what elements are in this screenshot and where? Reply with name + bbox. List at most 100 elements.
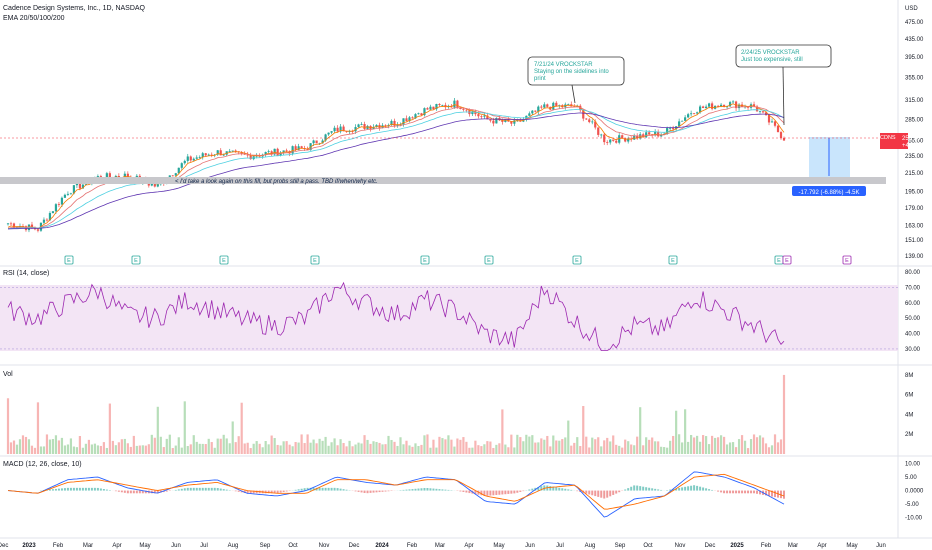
candle-body [594,121,597,128]
volume-bar [30,445,34,454]
macd-histogram-bar [129,490,132,494]
macd-histogram-bar [294,489,297,491]
volume-bar [474,440,477,454]
macd-histogram-bar [384,490,387,492]
candle-body [54,204,58,212]
candle-body [477,114,480,117]
macd-histogram-bar [594,490,597,497]
volume-bar [291,446,294,454]
candle-body [201,153,204,158]
volume-bar [761,437,765,454]
volume-bar [456,438,459,454]
macd-histogram-bar [441,489,444,491]
time-tick-label: Oct [288,543,298,549]
volume-bar [600,446,603,454]
macd-histogram-bar [690,485,693,491]
candle-body [108,173,111,178]
macd-histogram-bar [132,490,135,494]
volume-bar [72,446,76,454]
macd-histogram-bar [660,489,663,491]
price-tick-label: 163.00 [905,224,924,230]
annotation-2[interactable]: 2/24/25 VROCKSTAR Just too expensive, st… [735,44,832,126]
volume-bar [612,435,615,454]
candle-body [150,183,153,186]
volume-bar [710,435,714,454]
time-tick-label: Jul [556,543,564,549]
volume-bar [570,445,573,454]
volume-bar [297,442,300,454]
volume-bar [120,439,123,454]
annotation-2-line-1: Just too expensive, still [741,57,803,63]
earnings-marker-label: E [487,258,491,264]
volume-bar [24,436,28,454]
macd-histogram-bar [612,490,615,495]
macd-title: MACD (12, 26, close, 10) [3,461,82,468]
macd-histogram-bar [561,488,564,491]
candle-body [42,219,46,223]
macd-histogram-bar [411,489,414,491]
macd-histogram-bar [438,489,441,491]
macd-histogram-bar [585,490,588,494]
macd-histogram-bar [210,487,213,491]
candle-body [351,131,354,133]
macd-histogram-bar [246,490,249,494]
earnings-marker-label: E [845,258,849,264]
candle-body [78,183,82,189]
volume-bar [477,445,480,454]
volume-bar [375,441,378,454]
candle-body [210,154,213,156]
candle-body [405,118,408,122]
volume-bar [743,440,747,454]
rsi-tick-label: 80.00 [905,270,921,276]
macd-histogram-bar [768,490,771,496]
time-tick-label: 2025 [730,543,744,549]
symbol-title: Cadence Design Systems, Inc., 1D, NASDAQ [3,5,146,12]
volume-bar [725,444,729,454]
candle-body [72,185,76,194]
candle-body [755,106,759,112]
volume-bar [87,439,90,454]
volume-bar [264,441,267,454]
candle-body [105,173,108,180]
macd-histogram-bar [669,489,672,491]
rsi-tick-label: 40.00 [905,332,921,338]
time-tick-label: Feb [407,543,418,549]
macd-histogram-bar [237,490,240,492]
candle-body [696,112,699,114]
macd-histogram-bar [654,488,657,491]
macd-tick-label: -5.00 [905,502,919,508]
candle-body [324,134,327,141]
volume-bar [384,444,387,454]
candle-body [360,124,363,125]
volume-bar [627,441,630,454]
volume-bar [693,437,696,454]
macd-histogram-bar [189,487,192,491]
volume-bar [561,439,564,454]
macd-histogram-bar [744,490,747,494]
volume-bar [716,437,720,454]
time-tick-label: May [139,543,150,549]
volume-bar [132,435,135,454]
volume-bar [249,448,252,454]
macd-histogram-bar [651,488,654,491]
volume-bar [111,440,114,454]
candle-body [603,134,606,143]
price-tick-label: 151.00 [905,238,924,244]
macd-histogram-bar [492,490,495,496]
volume-bar [360,443,363,454]
macd-histogram-bar [597,490,600,497]
annotation-1[interactable]: 7/21/24 VROCKSTAR Staying on the sidelin… [527,56,625,104]
rsi-tick-label: 30.00 [905,347,921,353]
candle-body [534,110,537,112]
volume-bar [141,445,144,454]
time-tick-label: Feb [761,543,772,549]
volume-bar [51,439,55,454]
candle-body [270,151,273,155]
macd-histogram-bar [498,490,501,495]
macd-histogram-bar [576,490,579,492]
candle-body [189,156,192,161]
candle-body [645,132,648,138]
candle-body [285,150,288,152]
volume-bar [594,439,597,454]
macd-histogram-bar [588,490,591,495]
